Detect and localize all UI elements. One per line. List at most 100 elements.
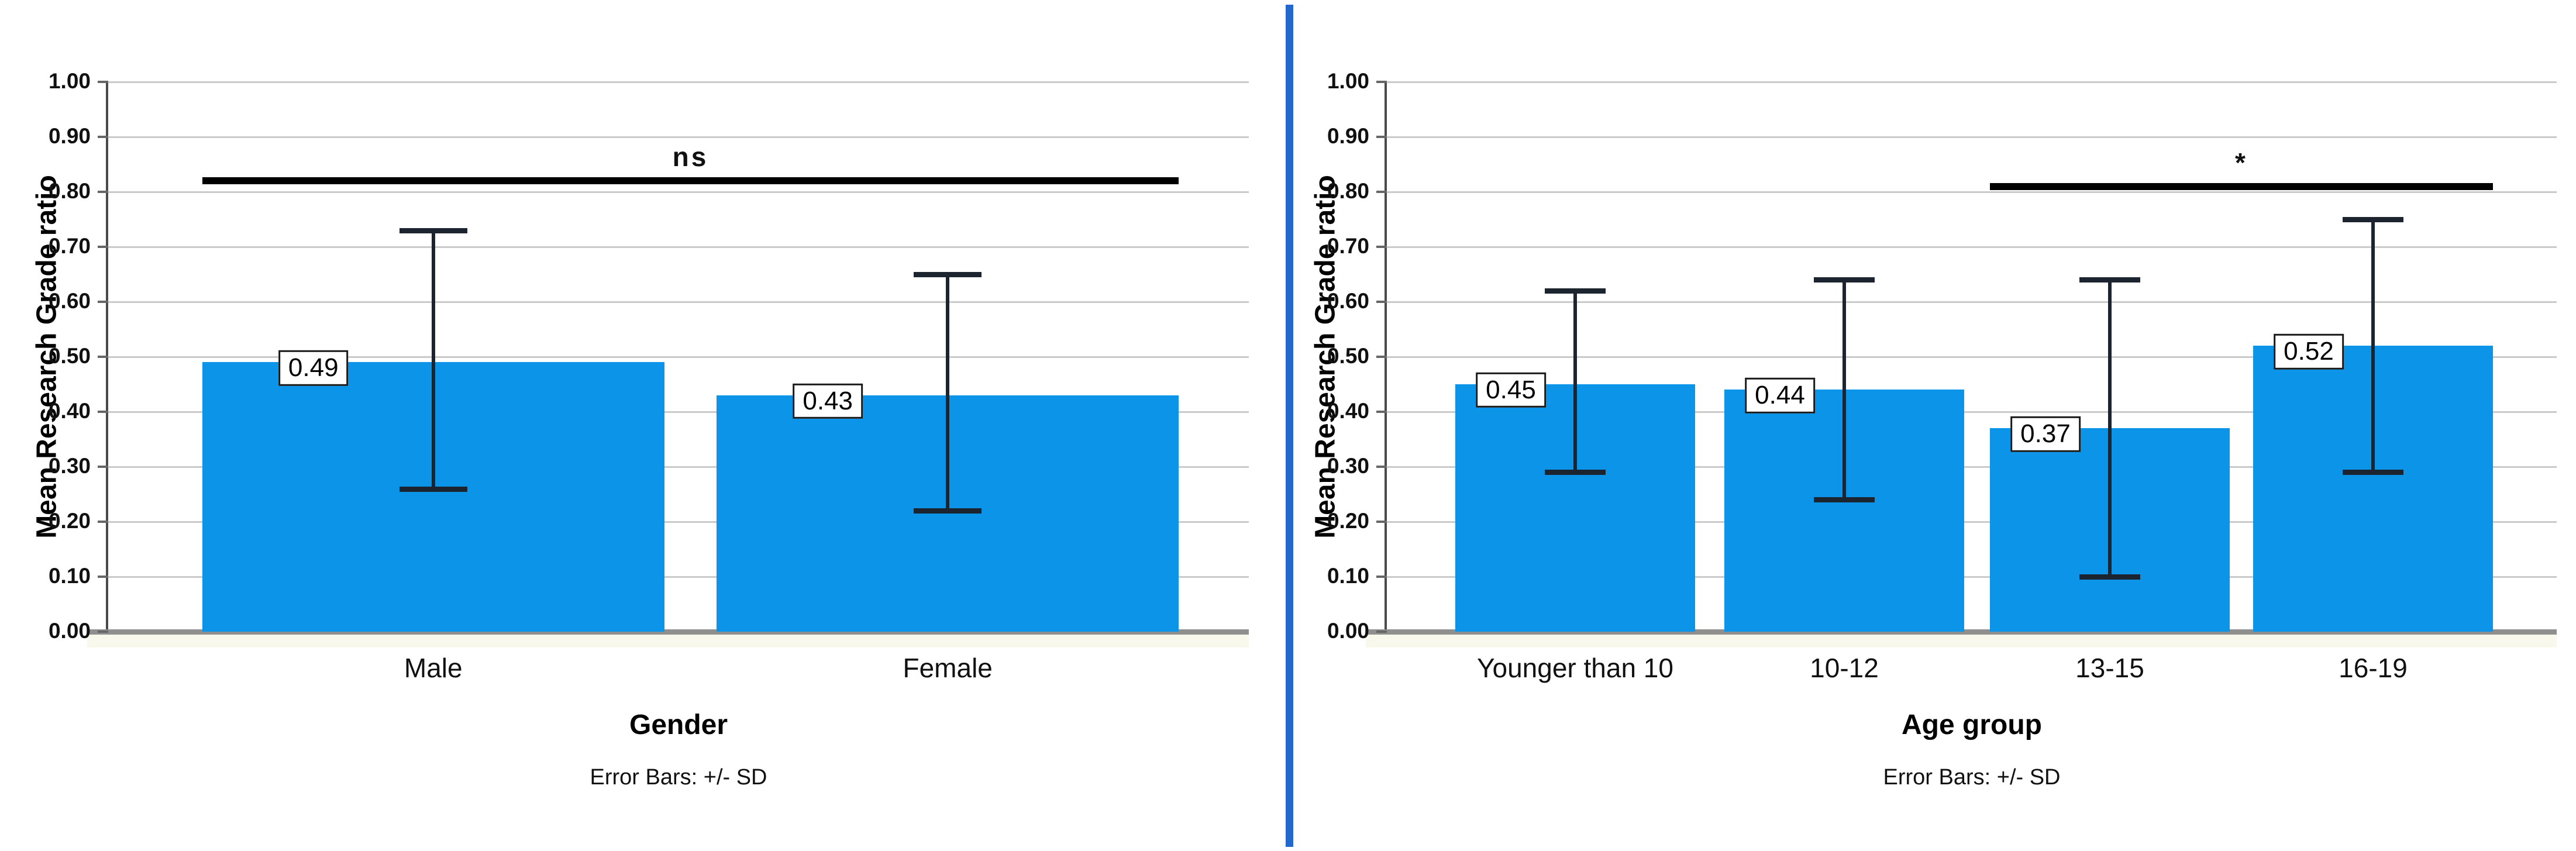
gridline (108, 411, 1249, 413)
plot-area: ns 0.49 0.43 (87, 81, 1249, 647)
gridline (1387, 576, 2557, 578)
gridline (108, 466, 1249, 468)
y-tick-mark (1376, 521, 1387, 523)
gridline (1387, 136, 2557, 138)
gridline (1387, 301, 2557, 303)
error-bar-cap-top (914, 272, 982, 277)
gridline (108, 191, 1249, 193)
error-bar-cap-bottom (399, 486, 467, 492)
y-tick-label: 0.40 (48, 399, 91, 423)
y-tick-label: 0.00 (1327, 619, 1369, 643)
y-tick-label: 0.30 (1327, 454, 1369, 478)
y-tick-label: 0.60 (48, 289, 91, 313)
gridline (108, 246, 1249, 248)
y-tick-mark (98, 631, 108, 633)
gridline (108, 521, 1249, 523)
y-tick-label: 1.00 (1327, 69, 1369, 93)
significance-label: ns (672, 142, 709, 173)
y-tick-label: 0.50 (48, 344, 91, 368)
gridline (108, 81, 1249, 83)
y-tick-mark (98, 466, 108, 468)
error-bar-line (1573, 291, 1577, 473)
gridline (1387, 521, 2557, 523)
x-tick-label: 10-12 (1810, 653, 1879, 683)
gridline (1387, 466, 2557, 468)
plot-area: * 0.45 0.44 0.37 0.52 (1366, 81, 2557, 647)
y-tick-mark (98, 136, 108, 138)
y-tick-mark (1376, 466, 1387, 468)
error-bars-note: Error Bars: +/- SD (1883, 765, 2061, 790)
x-axis-line (1366, 629, 2557, 635)
error-bar-line (946, 274, 950, 511)
y-tick-label: 0.90 (1327, 124, 1369, 148)
error-bar-cap-top (2343, 217, 2403, 222)
error-bar-line (2108, 280, 2112, 577)
y-tick-label: 0.60 (1327, 289, 1369, 313)
y-tick-label: 0.80 (1327, 179, 1369, 203)
x-tick-label: Male (404, 653, 463, 683)
y-tick-mark (1376, 136, 1387, 138)
error-bars-note: Error Bars: +/- SD (590, 765, 767, 790)
x-tick-label: 13-15 (2075, 653, 2144, 683)
gridline (108, 356, 1249, 358)
y-tick-mark (98, 191, 108, 193)
y-tick-mark (98, 246, 108, 248)
error-bar-line (1843, 280, 1846, 500)
y-tick-mark (1376, 576, 1387, 578)
error-bar-cap-bottom (1814, 497, 1875, 503)
gridline (1387, 411, 2557, 413)
gridline (1387, 356, 2557, 358)
error-bar-cap-bottom (914, 508, 982, 514)
y-tick-label: 0.70 (1327, 234, 1369, 258)
gridline (108, 136, 1249, 138)
y-tick-mark (1376, 81, 1387, 83)
y-tick-label: 0.30 (48, 454, 91, 478)
value-label: 0.37 (2010, 416, 2081, 452)
error-bar-cap-bottom (2343, 470, 2403, 476)
y-tick-mark (98, 576, 108, 578)
y-tick-label: 0.10 (48, 564, 91, 588)
x-axis-title: Gender (629, 709, 728, 740)
x-axis-line (87, 629, 1249, 635)
error-bar-cap-top (1545, 288, 1606, 294)
significance-label: * (2235, 147, 2248, 178)
value-label: 0.43 (793, 383, 863, 419)
significance-line (1990, 182, 2493, 190)
gridline (108, 576, 1249, 578)
y-tick-label: 0.90 (48, 124, 91, 148)
panel-divider (1286, 5, 1293, 847)
error-bar-cap-bottom (1545, 470, 1606, 476)
error-bar-cap-top (1814, 277, 1875, 283)
x-tick-label: Younger than 10 (1477, 653, 1673, 683)
gridline (108, 301, 1249, 303)
y-tick-label: 0.40 (1327, 399, 1369, 423)
y-tick-mark (1376, 356, 1387, 358)
y-tick-mark (1376, 631, 1387, 633)
error-bar-cap-bottom (2079, 574, 2140, 580)
gridline (1387, 246, 2557, 248)
significance-line (202, 177, 1179, 185)
y-tick-mark (1376, 411, 1387, 413)
y-tick-label: 0.80 (48, 179, 91, 203)
error-bar-cap-top (2079, 277, 2140, 283)
y-tick-mark (98, 411, 108, 413)
y-tick-label: 0.00 (48, 619, 91, 643)
error-bar-line (2371, 219, 2375, 473)
x-tick-label: 16-19 (2339, 653, 2408, 683)
y-tick-mark (98, 301, 108, 303)
gender-bar-chart: Mean Research Grade ratio ns 0.49 0.43 Ge… (0, 0, 1286, 851)
error-bar-line (431, 230, 435, 489)
y-tick-label: 0.10 (1327, 564, 1369, 588)
gridline (1387, 191, 2557, 193)
value-label: 0.49 (278, 350, 349, 386)
baseline-strip (1366, 635, 2557, 647)
y-tick-mark (98, 356, 108, 358)
value-label: 0.52 (2274, 333, 2344, 370)
y-tick-mark (1376, 301, 1387, 303)
value-label: 0.44 (1745, 378, 1815, 414)
y-tick-mark (98, 81, 108, 83)
value-label: 0.45 (1476, 372, 1546, 408)
y-tick-label: 1.00 (48, 69, 91, 93)
x-axis-title: Age group (1902, 709, 2042, 740)
